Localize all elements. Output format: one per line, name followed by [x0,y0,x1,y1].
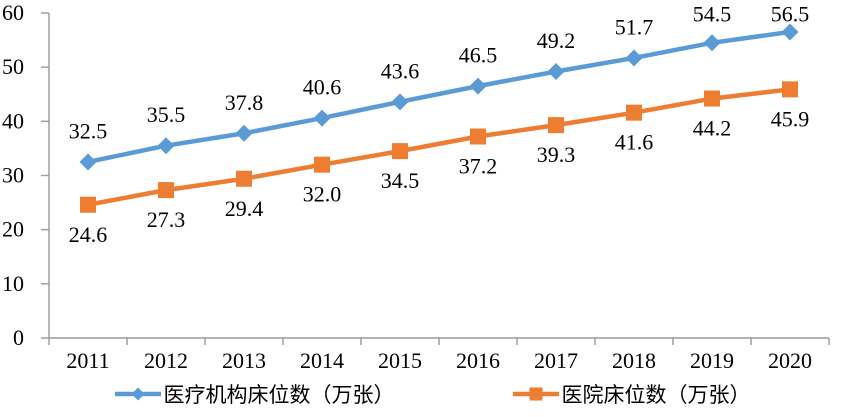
data-point-marker [782,81,798,98]
data-label: 39.3 [537,142,576,167]
x-tick-label: 2012 [144,348,188,373]
x-tick-label: 2018 [612,348,656,373]
data-label: 44.2 [693,116,732,141]
x-tick-label: 2014 [300,348,344,373]
data-point-marker [235,124,253,142]
data-point-marker [626,104,642,121]
y-tick-label: 0 [13,325,24,350]
data-label: 35.5 [147,102,186,127]
data-label: 56.5 [771,2,810,27]
x-tick-label: 2015 [378,348,422,373]
data-point-marker [704,90,720,107]
blue-line-diamond-marker-icon [114,386,161,402]
y-tick-label: 40 [2,108,24,133]
data-label: 37.2 [459,154,498,179]
data-label: 54.5 [693,2,732,27]
data-label: 34.5 [381,168,420,193]
data-point-marker [469,77,487,95]
data-point-marker [703,34,721,52]
data-label: 27.3 [147,207,186,232]
data-point-marker [314,156,330,173]
y-tick-label: 60 [2,0,24,25]
data-point-marker [625,49,643,67]
data-label: 46.5 [459,43,498,68]
series-line-1 [85,87,793,207]
x-tick-label: 2016 [456,348,500,373]
plot-area: 0 10 20 30 40 50 60 2011 2012 2013 2014 2015 2016 201… [2,0,830,373]
legend: 医疗机构床位数（万张） 医院床位数（万张） [0,378,865,410]
data-label: 32.0 [303,182,342,207]
data-point-marker [79,153,97,171]
y-tick-label: 50 [2,54,24,79]
data-point-marker [80,196,96,213]
data-point-marker [158,182,174,199]
data-label: 41.6 [615,130,654,155]
data-label: 32.5 [69,118,108,143]
x-tick-label: 2020 [768,348,812,373]
series-line-0 [85,29,793,165]
legend-item-medical-institution-beds: 医疗机构床位数（万张） [114,379,395,409]
orange-line-square-marker-icon [512,386,559,402]
y-tick-label: 20 [2,217,24,242]
x-tick-label: 2017 [534,348,578,373]
legend-diamond [131,387,144,401]
data-point-marker [548,117,564,134]
data-point-marker [157,137,175,155]
data-point-marker [470,128,486,145]
data-point-marker [391,93,409,111]
legend-label-hospital-beds: 医院床位数（万张） [561,383,751,407]
data-point-marker [392,143,408,160]
data-point-marker [313,109,331,127]
x-tick-label: 2011 [66,348,109,373]
data-label: 40.6 [303,75,342,100]
data-label: 24.6 [69,222,108,247]
data-label: 45.9 [771,106,810,131]
x-tick-label: 2013 [222,348,266,373]
legend-square [529,387,542,401]
y-tick-label: 10 [2,271,24,296]
data-point-marker [547,63,565,80]
data-point-marker [781,23,799,41]
data-label: 29.4 [225,196,264,221]
data-label: 49.2 [537,28,576,53]
legend-item-hospital-beds: 医院床位数（万张） [512,379,751,409]
data-label: 37.8 [225,90,264,115]
data-label: 51.7 [615,14,654,39]
legend-label-medical-institution-beds: 医疗机构床位数（万张） [163,383,395,407]
data-label: 43.6 [381,58,420,83]
data-point-marker [236,170,252,187]
x-tick-label: 2019 [690,348,734,373]
y-tick-label: 30 [2,163,24,188]
